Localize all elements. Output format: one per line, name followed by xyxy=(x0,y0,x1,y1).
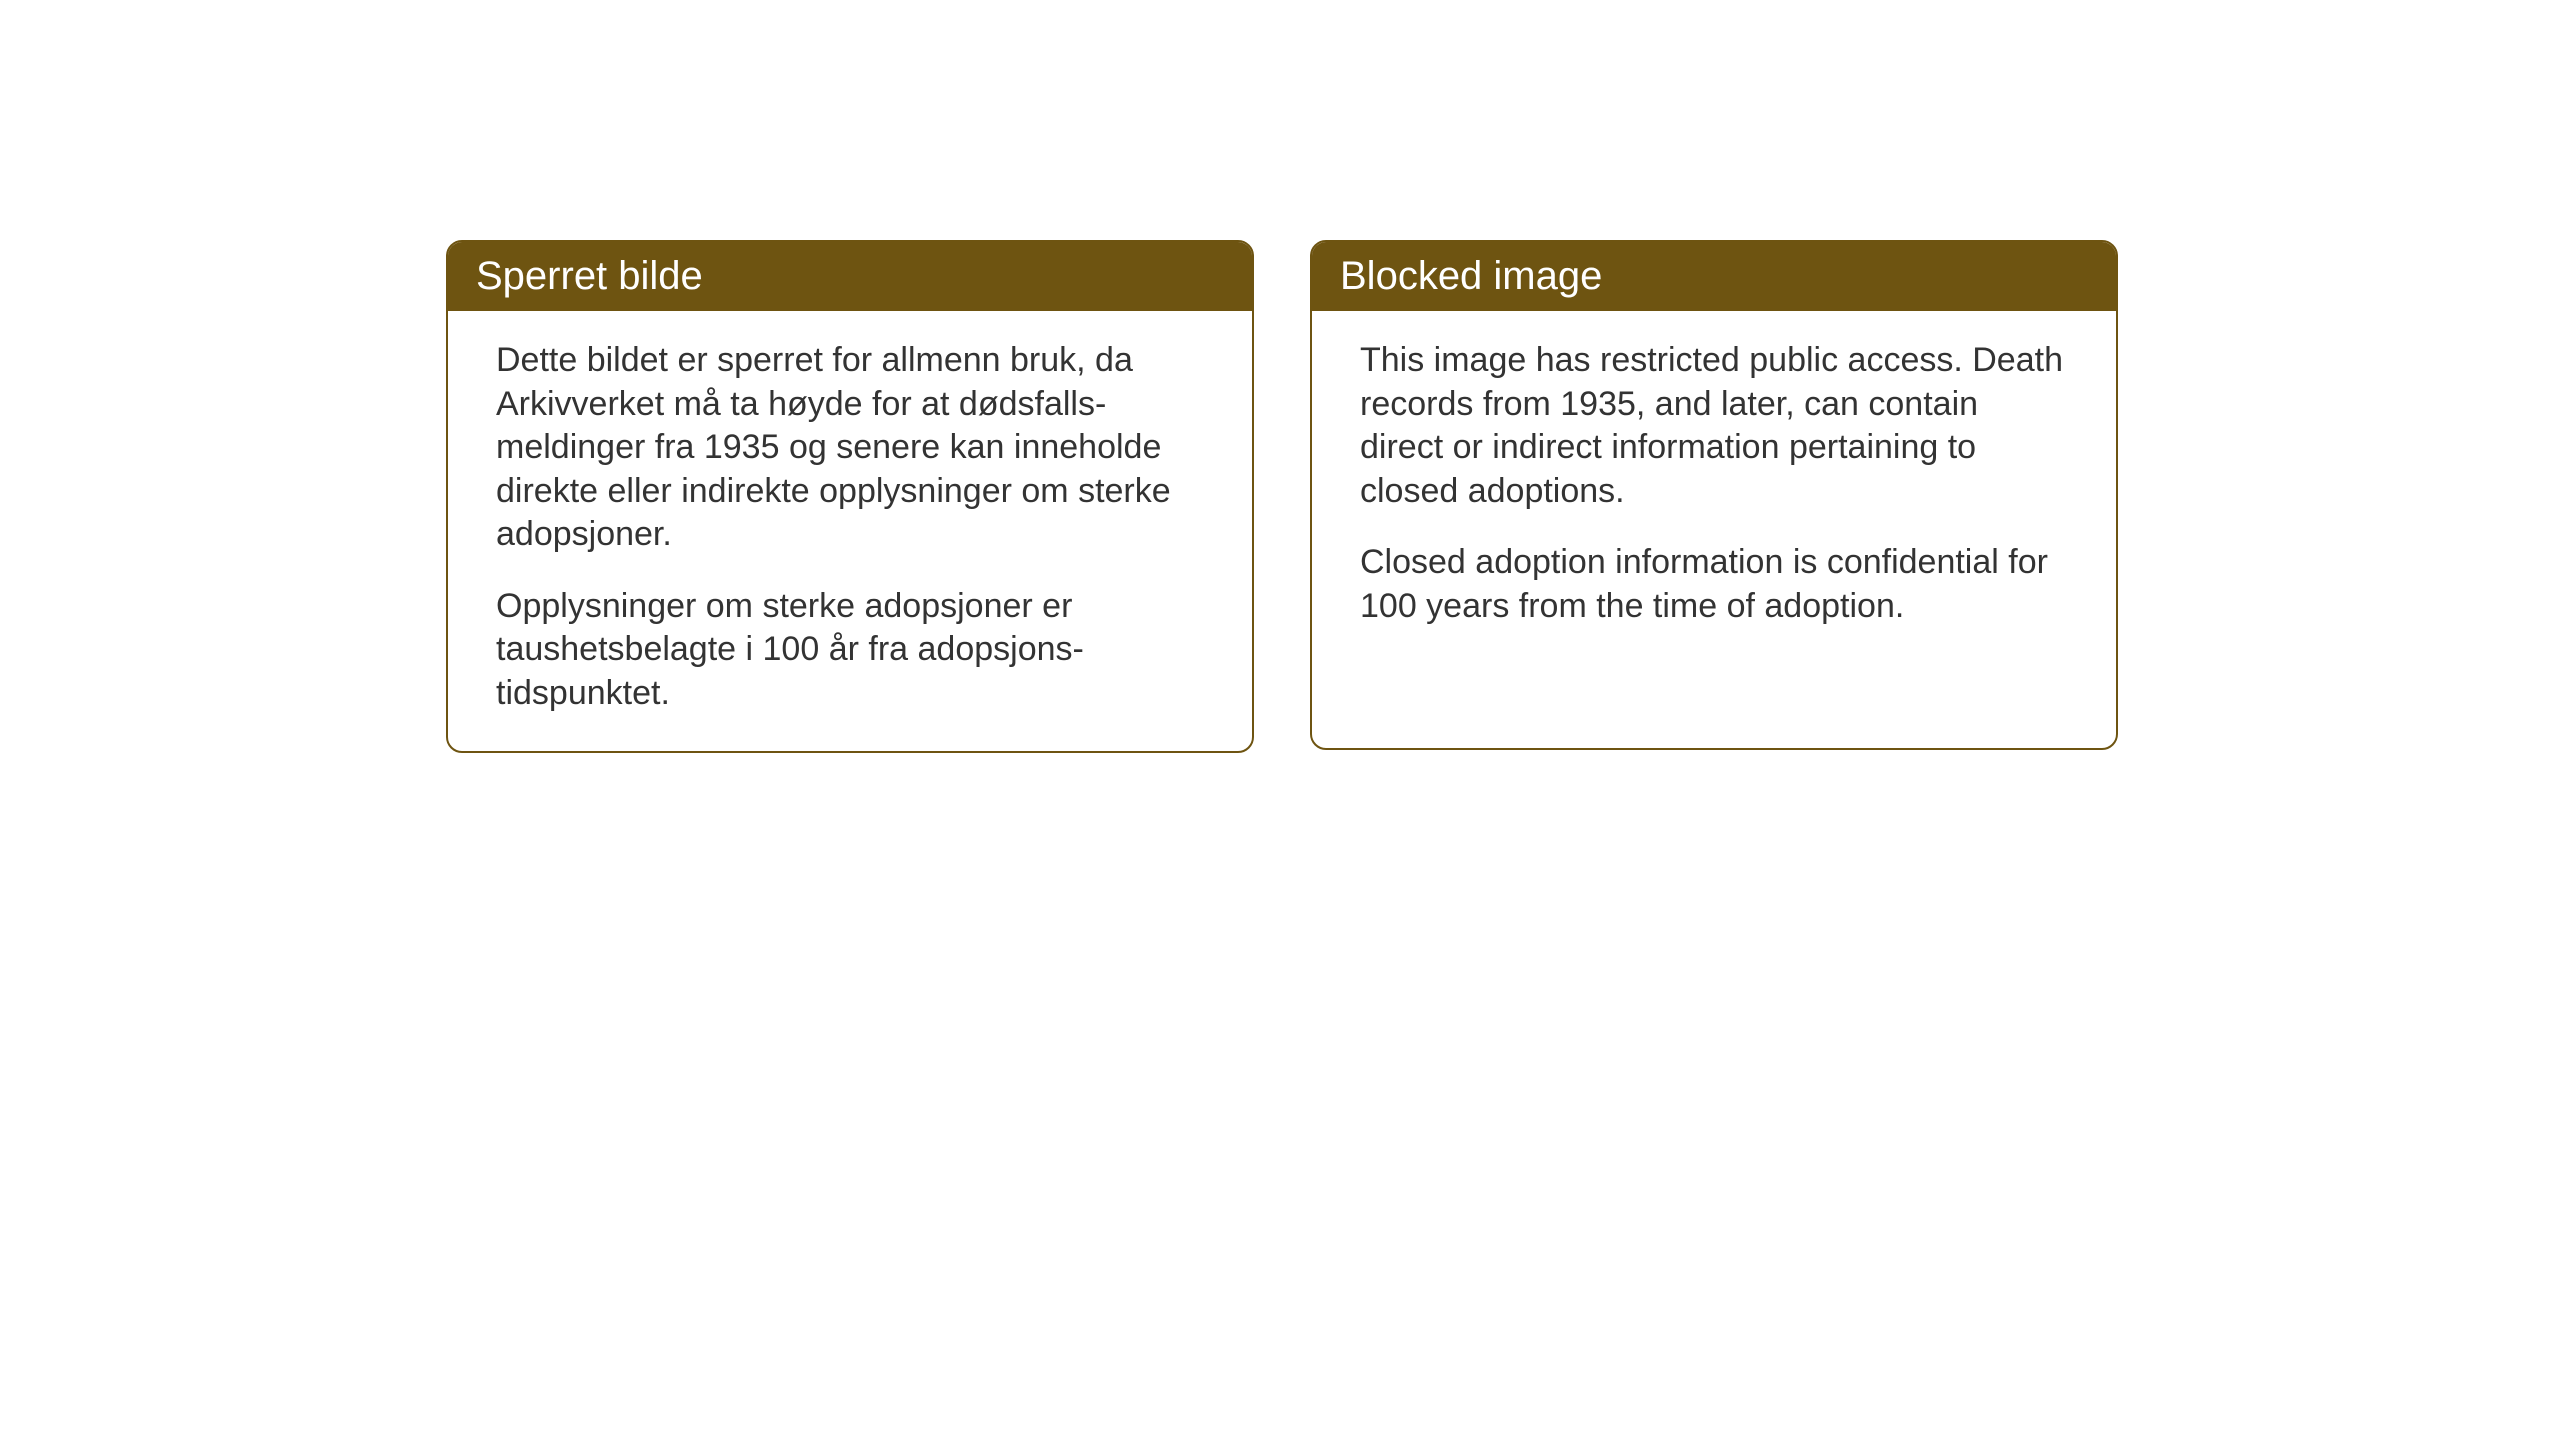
norwegian-paragraph-1: Dette bildet er sperret for allmenn bruk… xyxy=(496,339,1204,557)
english-paragraph-2: Closed adoption information is confident… xyxy=(1360,541,2068,628)
norwegian-notice-card: Sperret bilde Dette bildet er sperret fo… xyxy=(446,240,1254,753)
norwegian-card-body: Dette bildet er sperret for allmenn bruk… xyxy=(448,311,1252,751)
notice-container: Sperret bilde Dette bildet er sperret fo… xyxy=(446,240,2118,753)
norwegian-paragraph-2: Opplysninger om sterke adopsjoner er tau… xyxy=(496,585,1204,716)
english-card-body: This image has restricted public access.… xyxy=(1312,311,2116,664)
english-notice-card: Blocked image This image has restricted … xyxy=(1310,240,2118,750)
norwegian-card-title: Sperret bilde xyxy=(448,242,1252,311)
english-paragraph-1: This image has restricted public access.… xyxy=(1360,339,2068,513)
english-card-title: Blocked image xyxy=(1312,242,2116,311)
